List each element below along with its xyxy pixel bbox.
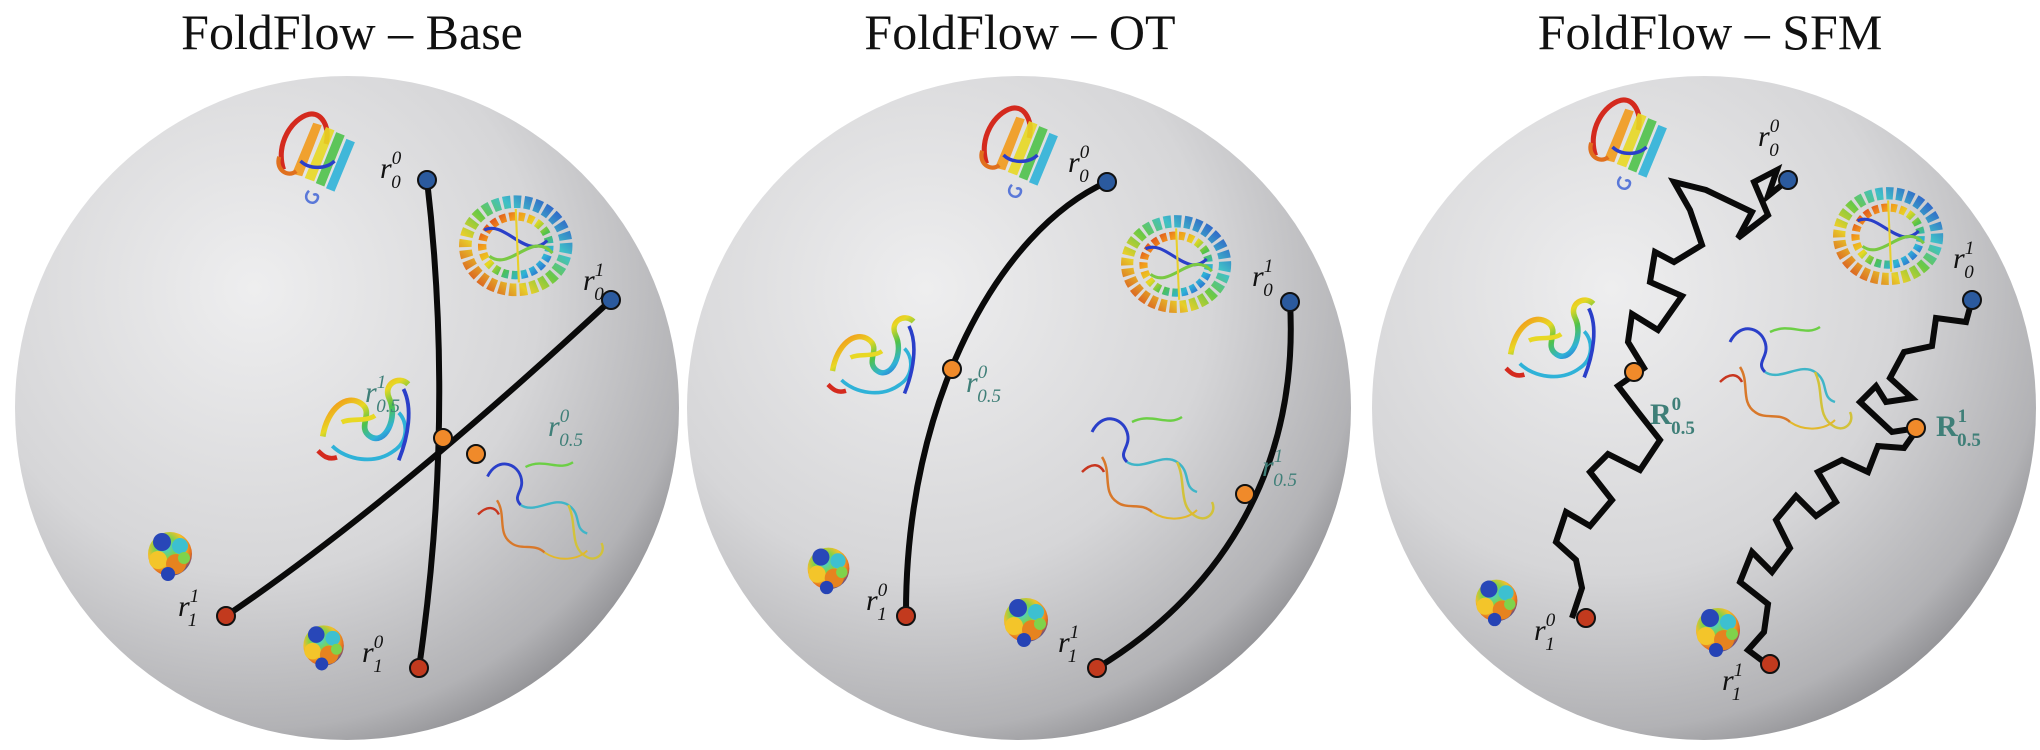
- label-end-b: r1 1: [178, 586, 198, 631]
- label-start-b: r1 0: [583, 260, 604, 305]
- stochastic-path-b: [1736, 299, 1975, 671]
- stochastic-path-a: [1552, 163, 1790, 619]
- mid-point-a: [1624, 362, 1644, 382]
- panel-base: r0 0 r1 0 r1 0.5 r0 0.5 r1 1 r0 1: [15, 76, 679, 740]
- label-start-a: r0 0: [1758, 116, 1780, 161]
- geodesic-path-b: [1095, 301, 1294, 671]
- start-point-a: [1778, 170, 1798, 190]
- geodesic-path-a: [902, 179, 1109, 617]
- start-point-b: [601, 290, 621, 310]
- end-point-a: [1576, 608, 1596, 628]
- geodesic-path-a: [416, 179, 443, 669]
- mid-point-b: [1235, 484, 1255, 504]
- end-point-b: [1760, 654, 1780, 674]
- label-mid-b: r0 0.5: [548, 406, 583, 451]
- end-point-a: [409, 658, 429, 678]
- label-end-a: r0 1: [1534, 610, 1556, 655]
- label-end-a: r0 1: [362, 632, 384, 677]
- mid-point-b: [1906, 418, 1926, 438]
- label-start-b: r1 0: [1953, 238, 1974, 283]
- label-start-a: r0 0: [380, 148, 402, 193]
- label-end-a: r0 1: [866, 580, 888, 625]
- label-mid-a: R0 0.5: [1650, 394, 1695, 439]
- panel-title-sfm: FoldFlow – SFM: [1537, 4, 1883, 60]
- panel-ot: r0 0 r1 0 r0 0.5 r1 0.5 r0 1 r1 1: [687, 76, 1351, 740]
- label-start-b: r1 0: [1252, 256, 1273, 301]
- label-mid-a: r1 0.5: [365, 372, 400, 417]
- label-end-b: r1 1: [1058, 622, 1078, 667]
- label-mid-b: r1 0.5: [1262, 446, 1297, 491]
- label-end-b: r1 1: [1722, 660, 1742, 705]
- label-mid-b: R1 0.5: [1936, 406, 1981, 451]
- start-point-b: [1280, 292, 1300, 312]
- start-point-b: [1962, 290, 1982, 310]
- label-start-a: r0 0: [1068, 142, 1090, 187]
- end-point-a: [896, 606, 916, 626]
- end-point-b: [1087, 658, 1107, 678]
- panel-title-base: FoldFlow – Base: [181, 4, 523, 60]
- sphere-ot: [687, 76, 1351, 740]
- mid-point-b: [466, 444, 486, 464]
- mid-point-a: [942, 359, 962, 379]
- sphere-base: [15, 76, 679, 740]
- end-point-b: [216, 606, 236, 626]
- label-mid-a: r0 0.5: [966, 362, 1001, 407]
- start-point-a: [1097, 172, 1117, 192]
- start-point-a: [417, 170, 437, 190]
- panel-sfm: r0 0 r1 0 R0 0.5 R1 0.5 r0 1 r1 1: [1372, 76, 2036, 740]
- panel-title-ot: FoldFlow – OT: [864, 4, 1176, 60]
- geodesic-path-b: [224, 297, 614, 619]
- mid-point-a: [433, 428, 453, 448]
- sphere-sfm: [1372, 76, 2036, 740]
